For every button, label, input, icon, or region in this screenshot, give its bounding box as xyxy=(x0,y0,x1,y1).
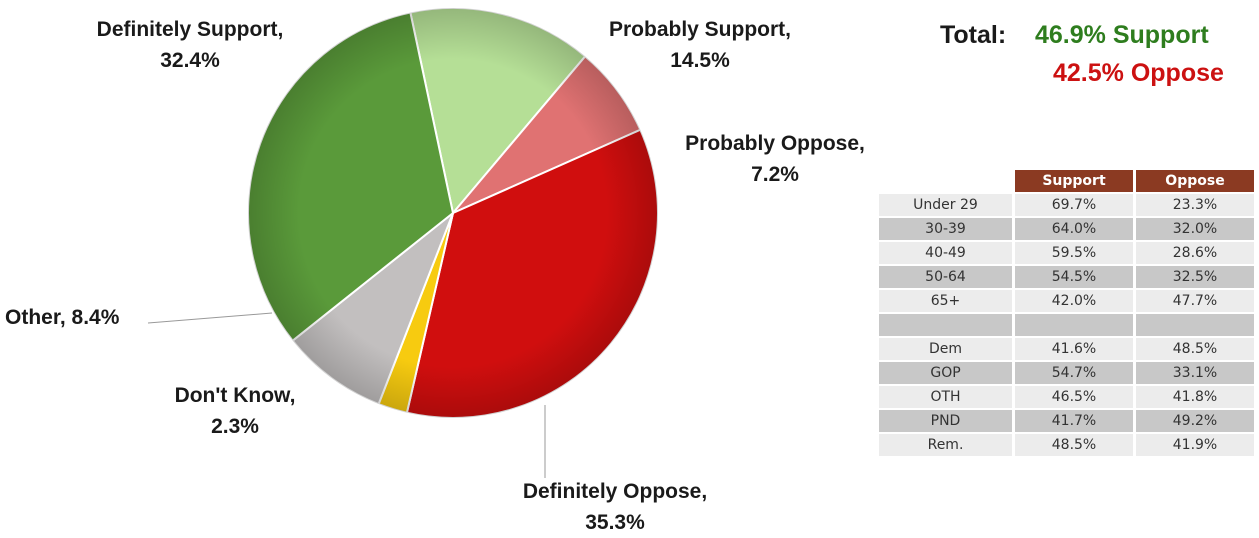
table-cell-oppose: 49.2% xyxy=(1136,410,1254,432)
label-dont-know-name: Don't Know, xyxy=(174,384,296,407)
table-row-label: OTH xyxy=(879,386,1012,408)
table-cell-oppose: 28.6% xyxy=(1136,242,1254,264)
table-cell-support: 59.5% xyxy=(1015,242,1133,264)
label-definitely-support-pct: 32.4% xyxy=(160,49,220,72)
table-cell-support: 54.5% xyxy=(1015,266,1133,288)
table-row: GOP 54.7% 33.1% xyxy=(879,362,1254,384)
table-row-label: 65+ xyxy=(879,290,1012,312)
totals-support: 46.9% Support xyxy=(1035,21,1209,49)
table-row: 50-64 54.5% 32.5% xyxy=(879,266,1254,288)
totals-block: Total: 46.9% Support 42.5% Oppose xyxy=(940,18,1258,90)
table-cell-oppose: 48.5% xyxy=(1136,338,1254,360)
totals-oppose: 42.5% Oppose xyxy=(1053,59,1224,87)
table-row: Dem 41.6% 48.5% xyxy=(879,338,1254,360)
table-row: 40-49 59.5% 28.6% xyxy=(879,242,1254,264)
table-cell-oppose: 32.5% xyxy=(1136,266,1254,288)
label-probably-support-pct: 14.5% xyxy=(670,49,730,72)
table-cell-oppose: 41.8% xyxy=(1136,386,1254,408)
table-row: PND 41.7% 49.2% xyxy=(879,410,1254,432)
table-row xyxy=(879,314,1254,336)
pie-shading xyxy=(248,8,658,418)
table-cell-support: 64.0% xyxy=(1015,218,1133,240)
table-cell-support xyxy=(1015,314,1133,336)
table-row: Rem. 48.5% 41.9% xyxy=(879,434,1254,456)
pie-chart xyxy=(147,7,659,478)
table-row-label: Rem. xyxy=(879,434,1012,456)
table-row: 65+ 42.0% 47.7% xyxy=(879,290,1254,312)
label-definitely-support: Definitely Support, 32.4% xyxy=(70,14,310,76)
label-definitely-support-name: Definitely Support, xyxy=(96,18,284,41)
label-probably-oppose-pct: 7.2% xyxy=(751,163,799,186)
table-cell-support: 42.0% xyxy=(1015,290,1133,312)
table-header-row: Support Oppose xyxy=(879,170,1254,192)
table-cell-oppose: 33.1% xyxy=(1136,362,1254,384)
totals-label: Total: xyxy=(940,21,1007,49)
table-row: OTH 46.5% 41.8% xyxy=(879,386,1254,408)
label-probably-support: Probably Support, 14.5% xyxy=(580,14,820,76)
leader-line-other xyxy=(147,312,273,324)
table-cell-support: 48.5% xyxy=(1015,434,1133,456)
table-cell-support: 46.5% xyxy=(1015,386,1133,408)
table-header-support: Support xyxy=(1015,170,1133,192)
table-cell-oppose xyxy=(1136,314,1254,336)
table-cell-support: 54.7% xyxy=(1015,362,1133,384)
table-row-label: GOP xyxy=(879,362,1012,384)
label-other: Other, 8.4% xyxy=(5,302,155,333)
crosstab-table: Support Oppose Under 29 69.7% 23.3% 30-39 64… xyxy=(876,168,1257,458)
label-definitely-oppose: Definitely Oppose, 35.3% xyxy=(495,476,735,538)
table-row-label: 50-64 xyxy=(879,266,1012,288)
table-header-oppose: Oppose xyxy=(1136,170,1254,192)
table-cell-support: 41.6% xyxy=(1015,338,1133,360)
label-definitely-oppose-name: Definitely Oppose, xyxy=(522,480,708,503)
table-row-label: Dem xyxy=(879,338,1012,360)
table-row-label xyxy=(879,314,1012,336)
table-cell-oppose: 32.0% xyxy=(1136,218,1254,240)
table-header-empty xyxy=(879,170,1012,192)
table-row-label: Under 29 xyxy=(879,194,1012,216)
label-other-text: Other, 8.4% xyxy=(5,306,120,329)
table-row: Under 29 69.7% 23.3% xyxy=(879,194,1254,216)
table-row-label: 40-49 xyxy=(879,242,1012,264)
label-probably-oppose-name: Probably Oppose, xyxy=(685,132,865,155)
label-dont-know-pct: 2.3% xyxy=(211,415,259,438)
table-cell-oppose: 23.3% xyxy=(1136,194,1254,216)
table-cell-oppose: 41.9% xyxy=(1136,434,1254,456)
label-probably-support-name: Probably Support, xyxy=(608,18,791,41)
table-row-label: PND xyxy=(879,410,1012,432)
label-dont-know: Don't Know, 2.3% xyxy=(150,380,320,442)
table-row: 30-39 64.0% 32.0% xyxy=(879,218,1254,240)
table-cell-support: 69.7% xyxy=(1015,194,1133,216)
table-cell-oppose: 47.7% xyxy=(1136,290,1254,312)
table-cell-support: 41.7% xyxy=(1015,410,1133,432)
label-probably-oppose: Probably Oppose, 7.2% xyxy=(660,128,890,190)
table-row-label: 30-39 xyxy=(879,218,1012,240)
label-definitely-oppose-pct: 35.3% xyxy=(585,511,645,534)
